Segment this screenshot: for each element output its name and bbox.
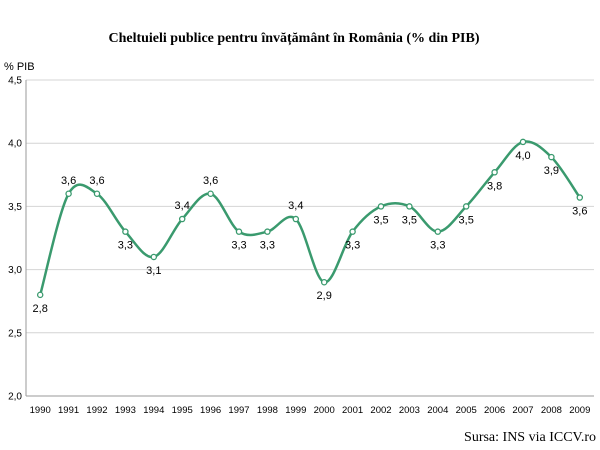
x-tick-label: 2002 [370, 405, 391, 416]
data-point [548, 153, 555, 161]
data-point [150, 253, 158, 261]
x-tick-label: 2007 [512, 405, 533, 416]
data-label: 3,6 [203, 175, 218, 187]
data-label: 3,6 [61, 175, 76, 187]
data-point [122, 228, 129, 235]
data-label: 3,8 [487, 180, 502, 192]
y-tick-labels: 2,0 2,5 3,0 3,5 4,0 4,5 [8, 76, 22, 403]
x-tick-label: 2000 [314, 405, 335, 416]
data-point [292, 215, 300, 223]
data-point [93, 190, 101, 198]
x-tick-label: 1993 [115, 405, 136, 416]
data-label: 4,0 [515, 150, 530, 162]
series-line [38, 140, 581, 296]
x-tick-label: 1990 [30, 405, 51, 416]
data-point [519, 138, 527, 146]
data-label: 3,6 [89, 175, 104, 187]
x-tick-label: 1991 [58, 405, 79, 416]
data-point [377, 203, 385, 210]
data-point [349, 228, 356, 235]
x-tick-label: 2001 [342, 405, 363, 416]
data-point [235, 228, 243, 235]
gridlines [26, 79, 594, 397]
x-tick-label: 1994 [143, 405, 164, 416]
data-point [65, 190, 72, 198]
data-point [178, 215, 186, 223]
y-tick-label: 3,0 [8, 265, 22, 276]
axes [25, 80, 594, 397]
x-tick-label: 1995 [172, 405, 193, 416]
x-tick-label: 2005 [456, 405, 477, 416]
x-tick-label: 1992 [86, 405, 107, 416]
data-labels: 2,8 3,6 3,6 3,3 3,1 3,4 3,6 3,3 3,3 3,4 2,9 3,3 3,5 3… [33, 150, 588, 315]
x-tick-label: 1996 [200, 405, 221, 416]
data-label: 2,9 [317, 290, 332, 302]
x-tick-label: 1997 [228, 405, 249, 416]
y-tick-label: 2,0 [8, 392, 22, 403]
y-axis-label: % PIB [4, 61, 35, 73]
data-point [491, 169, 498, 176]
data-label: 3,4 [175, 200, 190, 212]
data-label: 3,1 [146, 265, 161, 277]
data-label: 3,9 [544, 165, 559, 177]
data-label: 3,3 [231, 240, 246, 252]
data-markers [36, 138, 584, 299]
data-point [36, 291, 44, 299]
data-label: 3,3 [260, 240, 275, 252]
y-tick-label: 2,5 [8, 328, 22, 339]
data-label: 3,3 [345, 240, 360, 252]
data-point [462, 203, 470, 210]
data-point [576, 194, 584, 201]
source-note: Sursa: INS via ICCV.ro [464, 430, 596, 445]
data-point [434, 228, 442, 235]
data-label: 3,3 [430, 240, 445, 252]
data-label: 3,6 [572, 206, 587, 218]
x-tick-label: 1998 [257, 405, 278, 416]
data-point [264, 228, 271, 235]
data-label: 2,8 [33, 303, 48, 315]
y-tick-label: 3,5 [8, 202, 22, 213]
data-point [406, 203, 413, 210]
data-label: 3,5 [373, 214, 388, 226]
y-tick-label: 4,0 [8, 139, 22, 150]
x-tick-label: 2009 [569, 405, 590, 416]
data-point [320, 278, 328, 286]
x-tick-label: 2004 [427, 405, 448, 416]
x-tick-label: 2008 [541, 405, 562, 416]
x-tick-label: 1999 [285, 405, 306, 416]
y-tick-label: 4,5 [8, 76, 22, 87]
chart-title: Cheltuieli publice pentru învățământ în … [108, 31, 479, 46]
data-label: 3,3 [118, 240, 133, 252]
x-tick-label: 2003 [399, 405, 420, 416]
data-label: 3,5 [459, 214, 474, 226]
data-label: 3,5 [402, 214, 417, 226]
data-point [207, 190, 214, 198]
x-tick-labels: 1990 1991 1992 1993 1994 1995 1996 1997 1998 1999… [30, 405, 591, 416]
x-tick-label: 2006 [484, 405, 505, 416]
data-label: 3,4 [288, 200, 303, 212]
